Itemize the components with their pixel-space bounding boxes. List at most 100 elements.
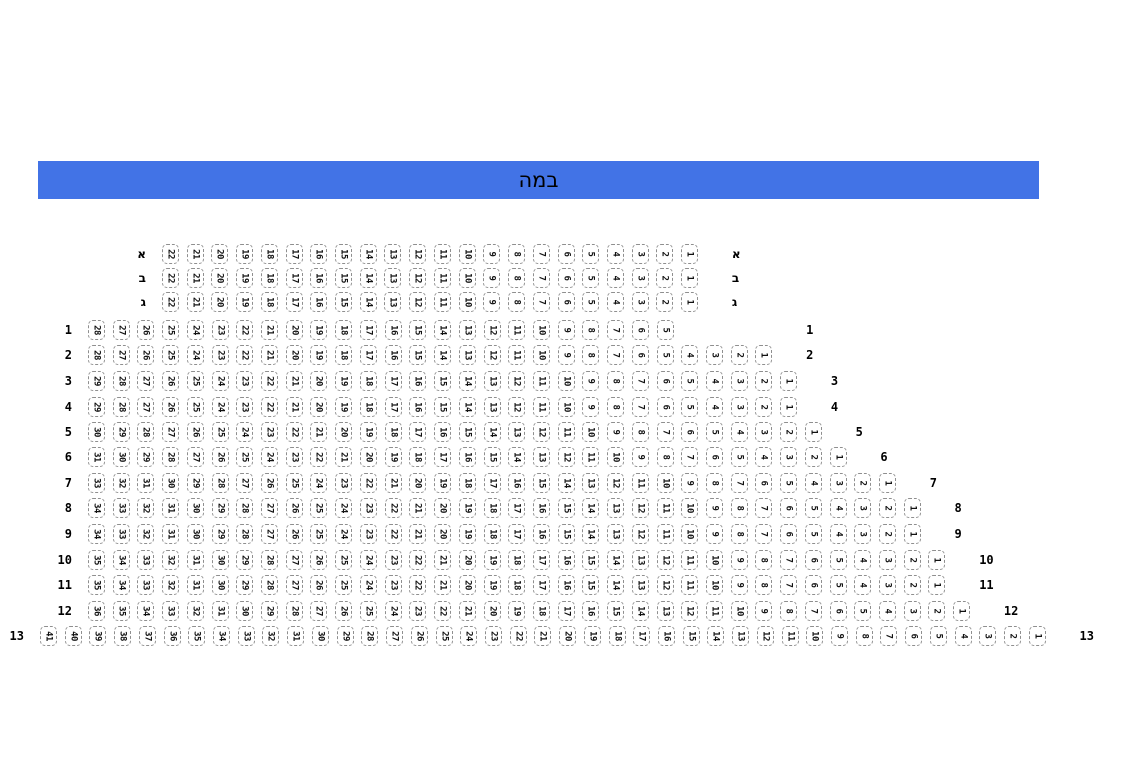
seat-4-7[interactable]: 7	[632, 397, 649, 417]
seat-13-27[interactable]: 27	[386, 626, 403, 646]
seat-7-25[interactable]: 25	[286, 473, 303, 493]
seat-3-3[interactable]: 3	[731, 371, 748, 391]
seat-1-8[interactable]: 8	[582, 320, 599, 340]
seat-8-15[interactable]: 15	[558, 498, 575, 518]
seat-7-14[interactable]: 14	[558, 473, 575, 493]
seat-4-23[interactable]: 23	[236, 397, 253, 417]
seat-1-18[interactable]: 18	[335, 320, 352, 340]
seat-10-23[interactable]: 23	[385, 550, 402, 570]
seat-12-4[interactable]: 4	[879, 601, 896, 621]
seat-א-14[interactable]: 14	[360, 244, 377, 264]
seat-ג-13[interactable]: 13	[384, 292, 401, 312]
seat-13-23[interactable]: 23	[485, 626, 502, 646]
seat-7-28[interactable]: 28	[212, 473, 229, 493]
seat-2-16[interactable]: 16	[385, 345, 402, 365]
seat-10-15[interactable]: 15	[582, 550, 599, 570]
seat-10-5[interactable]: 5	[830, 550, 847, 570]
seat-1-9[interactable]: 9	[558, 320, 575, 340]
seat-5-15[interactable]: 15	[459, 422, 476, 442]
seat-4-8[interactable]: 8	[607, 397, 624, 417]
seat-6-14[interactable]: 14	[508, 447, 525, 467]
seat-2-26[interactable]: 26	[137, 345, 154, 365]
seat-8-31[interactable]: 31	[162, 498, 179, 518]
seat-7-27[interactable]: 27	[236, 473, 253, 493]
seat-9-18[interactable]: 18	[484, 524, 501, 544]
seat-8-20[interactable]: 20	[434, 498, 451, 518]
seat-8-10[interactable]: 10	[681, 498, 698, 518]
seat-ב-7[interactable]: 7	[533, 268, 550, 288]
seat-11-17[interactable]: 17	[533, 575, 550, 595]
seat-1-24[interactable]: 24	[187, 320, 204, 340]
seat-11-3[interactable]: 3	[879, 575, 896, 595]
seat-13-33[interactable]: 33	[238, 626, 255, 646]
seat-13-10[interactable]: 10	[806, 626, 823, 646]
seat-13-12[interactable]: 12	[757, 626, 774, 646]
seat-א-22[interactable]: 22	[162, 244, 179, 264]
seat-7-24[interactable]: 24	[310, 473, 327, 493]
seat-13-32[interactable]: 32	[262, 626, 279, 646]
seat-1-22[interactable]: 22	[236, 320, 253, 340]
seat-7-6[interactable]: 6	[755, 473, 772, 493]
seat-1-23[interactable]: 23	[212, 320, 229, 340]
seat-12-19[interactable]: 19	[508, 601, 525, 621]
seat-5-16[interactable]: 16	[434, 422, 451, 442]
seat-1-28[interactable]: 28	[88, 320, 105, 340]
seat-4-10[interactable]: 10	[558, 397, 575, 417]
seat-8-14[interactable]: 14	[582, 498, 599, 518]
seat-11-21[interactable]: 21	[434, 575, 451, 595]
seat-6-4[interactable]: 4	[755, 447, 772, 467]
seat-12-25[interactable]: 25	[360, 601, 377, 621]
seat-ב-9[interactable]: 9	[483, 268, 500, 288]
seat-10-33[interactable]: 33	[137, 550, 154, 570]
seat-8-11[interactable]: 11	[657, 498, 674, 518]
seat-11-19[interactable]: 19	[484, 575, 501, 595]
seat-7-9[interactable]: 9	[681, 473, 698, 493]
seat-ג-16[interactable]: 16	[310, 292, 327, 312]
seat-3-16[interactable]: 16	[409, 371, 426, 391]
seat-13-9[interactable]: 9	[831, 626, 848, 646]
seat-4-13[interactable]: 13	[484, 397, 501, 417]
seat-א-19[interactable]: 19	[236, 244, 253, 264]
seat-11-34[interactable]: 34	[113, 575, 130, 595]
seat-2-28[interactable]: 28	[88, 345, 105, 365]
seat-13-2[interactable]: 2	[1004, 626, 1021, 646]
seat-8-13[interactable]: 13	[607, 498, 624, 518]
seat-1-26[interactable]: 26	[137, 320, 154, 340]
seat-9-21[interactable]: 21	[409, 524, 426, 544]
seat-א-9[interactable]: 9	[483, 244, 500, 264]
seat-6-21[interactable]: 21	[335, 447, 352, 467]
seat-6-10[interactable]: 10	[607, 447, 624, 467]
seat-10-9[interactable]: 9	[731, 550, 748, 570]
seat-ג-1[interactable]: 1	[681, 292, 698, 312]
seat-4-5[interactable]: 5	[681, 397, 698, 417]
seat-13-15[interactable]: 15	[683, 626, 700, 646]
seat-11-27[interactable]: 27	[286, 575, 303, 595]
seat-4-6[interactable]: 6	[657, 397, 674, 417]
seat-5-1[interactable]: 1	[805, 422, 822, 442]
seat-ג-14[interactable]: 14	[360, 292, 377, 312]
seat-4-4[interactable]: 4	[706, 397, 723, 417]
seat-1-16[interactable]: 16	[385, 320, 402, 340]
seat-6-13[interactable]: 13	[533, 447, 550, 467]
seat-3-27[interactable]: 27	[137, 371, 154, 391]
seat-10-2[interactable]: 2	[904, 550, 921, 570]
seat-4-25[interactable]: 25	[187, 397, 204, 417]
seat-4-14[interactable]: 14	[459, 397, 476, 417]
seat-12-20[interactable]: 20	[484, 601, 501, 621]
seat-13-4[interactable]: 4	[955, 626, 972, 646]
seat-10-1[interactable]: 1	[928, 550, 945, 570]
seat-6-17[interactable]: 17	[434, 447, 451, 467]
seat-4-21[interactable]: 21	[286, 397, 303, 417]
seat-12-28[interactable]: 28	[286, 601, 303, 621]
seat-5-30[interactable]: 30	[88, 422, 105, 442]
seat-12-13[interactable]: 13	[657, 601, 674, 621]
seat-1-7[interactable]: 7	[607, 320, 624, 340]
seat-11-18[interactable]: 18	[508, 575, 525, 595]
seat-5-26[interactable]: 26	[187, 422, 204, 442]
seat-11-25[interactable]: 25	[335, 575, 352, 595]
seat-ג-4[interactable]: 4	[607, 292, 624, 312]
seat-12-32[interactable]: 32	[187, 601, 204, 621]
seat-11-12[interactable]: 12	[657, 575, 674, 595]
seat-8-2[interactable]: 2	[879, 498, 896, 518]
seat-3-5[interactable]: 5	[681, 371, 698, 391]
